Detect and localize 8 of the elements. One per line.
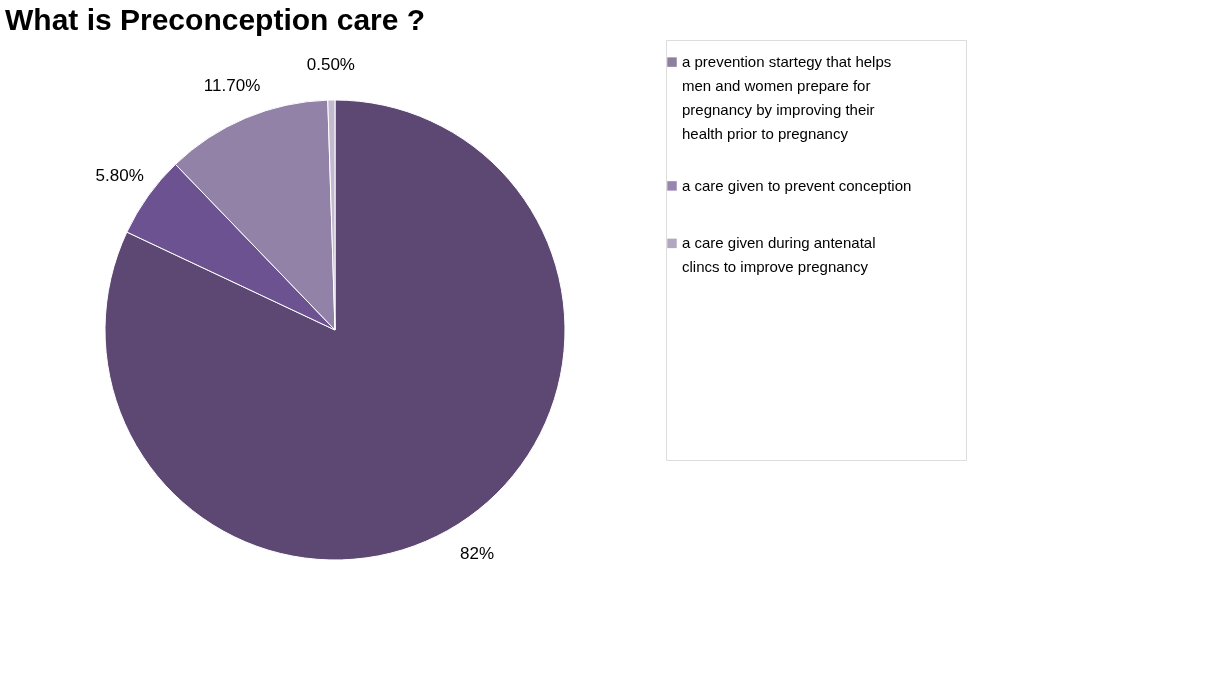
legend-label: a prevention startegy that helps men and women prepare for pregnancy by improving their health prior to pregnancy xyxy=(682,53,892,143)
chart-title: What is Preconception care ? xyxy=(5,2,426,36)
data-label: 5.80% xyxy=(95,165,144,185)
data-label: 0.50% xyxy=(306,55,355,75)
data-label: 82% xyxy=(459,543,495,563)
data-label: 11.70% xyxy=(203,75,261,95)
legend-label: a care given to prevent conception xyxy=(682,176,912,194)
legend-label: a care given during antenatal clincs to improve pregnancy xyxy=(682,234,876,276)
